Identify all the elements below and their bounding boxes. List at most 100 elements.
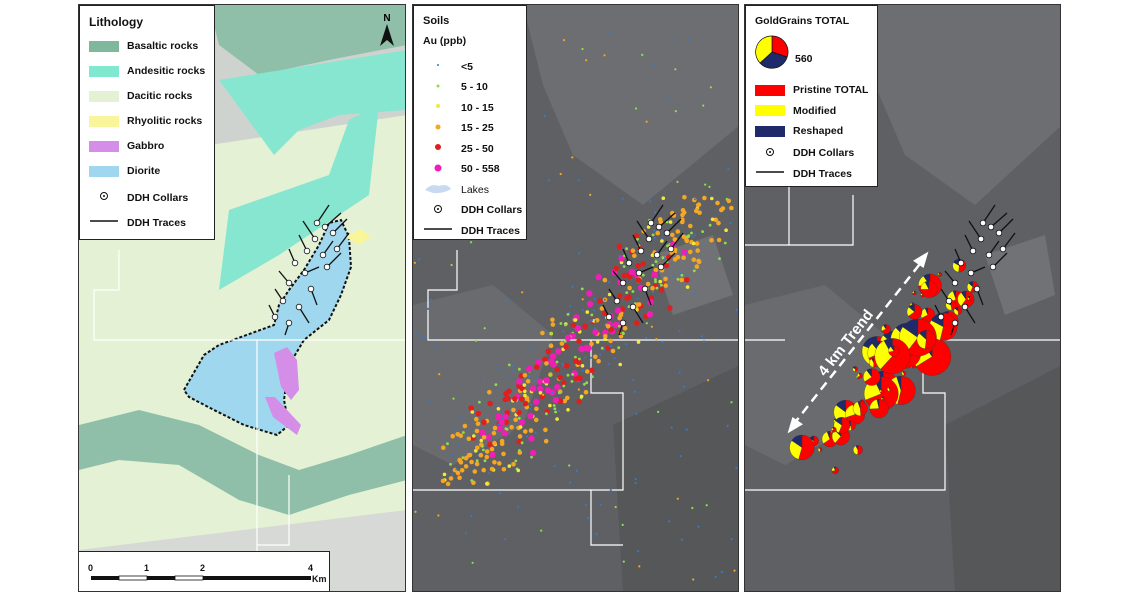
soil-sample-point — [422, 436, 425, 439]
soils-map — [413, 5, 738, 591]
soil-sample-point — [559, 172, 562, 176]
soil-sample-point — [660, 283, 663, 287]
soil-sample-point — [562, 398, 568, 404]
legend-swatch — [89, 90, 119, 102]
soil-sample-point — [649, 200, 652, 203]
soil-sample-point — [593, 297, 596, 300]
ddh-collar — [645, 235, 653, 243]
ddh-trace — [982, 204, 996, 224]
soil-sample-point — [451, 473, 454, 476]
soil-sample-point — [733, 569, 736, 572]
ddh-collar — [303, 247, 311, 255]
soil-sample-point — [428, 399, 431, 402]
soil-sample-point — [605, 345, 611, 351]
soil-sample-point — [566, 408, 570, 412]
soil-sample-point — [518, 396, 525, 402]
soil-sample-point — [640, 261, 646, 267]
soil-sample-point — [626, 294, 632, 300]
soil-sample-point — [509, 424, 514, 430]
ddh-collar — [641, 285, 649, 293]
gold-grain-pie — [853, 445, 863, 455]
soil-sample-point — [533, 417, 539, 423]
soil-sample-point — [684, 238, 690, 244]
soil-sample-point — [503, 391, 509, 397]
soil-sample-point — [735, 308, 738, 312]
drillhole-layer — [934, 204, 1016, 336]
lake-swatch — [423, 182, 453, 197]
au-class-dot — [423, 100, 453, 115]
soil-sample-point — [474, 461, 480, 467]
soils-map-panel: Soils Au (ppb) <5 5 - 10 10 - 15 15 - 25 25 … — [412, 4, 739, 592]
scale-bar: 0 1 2 4 Km — [79, 551, 330, 591]
soil-sample-point — [702, 104, 705, 107]
soil-sample-point — [653, 229, 655, 232]
scale-label-0: 0 — [88, 563, 94, 573]
gold-grain-pie — [852, 366, 858, 372]
soil-sample-point — [652, 63, 655, 66]
soil-sample-point — [552, 396, 559, 404]
soil-sample-point — [563, 362, 570, 369]
soil-sample-point — [700, 335, 704, 338]
soil-sample-point — [481, 467, 486, 473]
soil-sample-point — [449, 462, 452, 466]
soil-sample-point — [720, 206, 726, 211]
soil-sample-point — [516, 468, 521, 473]
soil-sample-point — [658, 287, 665, 293]
soils-legend: Soils Au (ppb) <5 5 - 10 10 - 15 15 - 25 25 … — [413, 5, 527, 240]
legend-label: Pristine TOTAL — [793, 84, 869, 96]
soil-sample-point — [525, 379, 531, 384]
soil-sample-point — [691, 257, 697, 262]
legend-label: DDH Traces — [793, 167, 852, 180]
soil-sample-point — [517, 506, 520, 509]
soil-sample-point — [478, 400, 481, 404]
soil-sample-point — [492, 425, 498, 431]
soil-sample-point — [569, 481, 572, 484]
soil-sample-point — [489, 446, 495, 452]
soil-sample-point — [557, 398, 564, 404]
soil-sample-point — [585, 310, 590, 314]
gold-grain-pie — [887, 386, 892, 392]
soil-sample-point — [676, 497, 679, 500]
legend-item-5-10: 5 - 10 — [423, 80, 488, 95]
soil-sample-point — [693, 198, 696, 201]
soil-sample-point — [446, 442, 449, 446]
soil-sample-point — [466, 436, 472, 442]
legend-item-5: <5 — [423, 59, 473, 74]
soil-sample-point — [595, 273, 602, 281]
ddh-trace — [998, 218, 1014, 234]
soil-sample-point — [692, 578, 695, 581]
soil-sample-point — [675, 229, 681, 234]
soil-sample-point — [498, 419, 505, 426]
soil-sample-point — [678, 330, 681, 333]
soil-sample-point — [554, 384, 561, 391]
soil-sample-point — [655, 286, 659, 290]
soil-sample-point — [548, 343, 554, 349]
soil-sample-point — [680, 273, 684, 277]
soil-sample-point — [458, 460, 464, 465]
soil-sample-point — [485, 434, 492, 441]
soil-sample-point — [470, 410, 475, 414]
soil-sample-point — [561, 362, 564, 365]
ddh-collar — [945, 297, 953, 305]
scale-label-1: 1 — [144, 563, 150, 573]
ddh-collar — [969, 247, 977, 255]
legend-swatch — [89, 140, 119, 152]
soil-sample-point — [522, 373, 528, 378]
soil-sample-point — [720, 570, 723, 574]
legend-item-basaltic-rocks: Basaltic rocks — [89, 40, 198, 52]
soil-sample-point — [612, 321, 620, 329]
legend-item-50-558: 50 - 558 — [423, 162, 500, 177]
soil-sample-point — [654, 211, 657, 214]
soil-sample-point — [581, 47, 584, 51]
soil-sample-point — [684, 277, 690, 283]
legend-label: 5 - 10 — [461, 81, 488, 93]
soil-sample-point — [622, 332, 625, 335]
legend-label: <5 — [461, 60, 473, 73]
ddh-trace — [666, 218, 682, 234]
legend-label: Diorite — [127, 165, 161, 177]
soil-sample-point — [650, 253, 655, 257]
legend-label: Basaltic rocks — [127, 40, 199, 52]
soil-sample-point — [670, 232, 675, 238]
soil-sample-point — [608, 338, 613, 344]
ddh-collar — [323, 263, 331, 271]
